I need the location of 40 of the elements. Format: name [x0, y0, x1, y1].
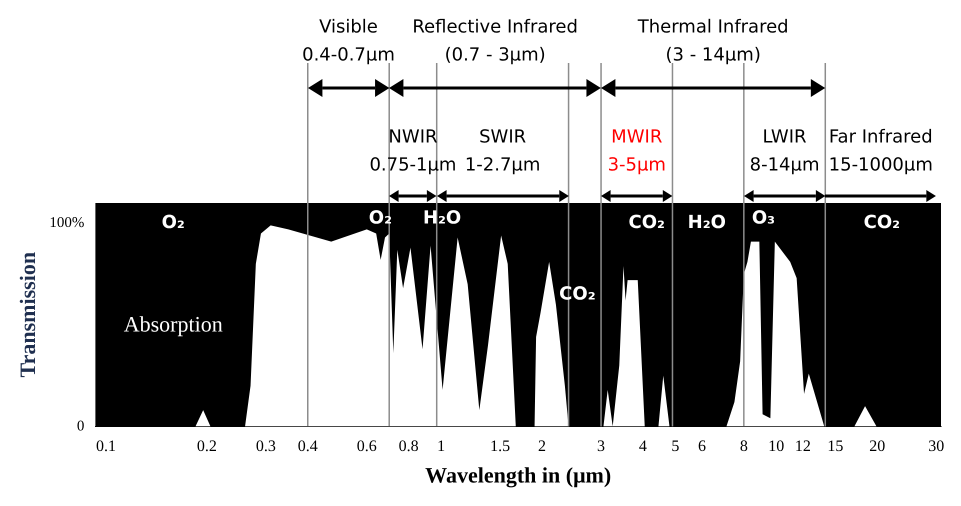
x-tick-label: 10: [768, 438, 784, 456]
x-tick-label: 0.6: [356, 438, 377, 456]
annotation: CO₂: [864, 212, 900, 233]
x-tick-label: 5: [671, 438, 680, 456]
x-tick-label: 6: [698, 438, 706, 456]
text: Reflective Infrared (0.7 - 3μm): [412, 16, 578, 66]
annotation: CO₂: [628, 212, 665, 233]
x-tick-label: 0.2: [196, 438, 217, 456]
annotation: Absorption: [124, 312, 223, 337]
x-tick-label: 4: [638, 438, 647, 456]
annotation: O₂: [162, 212, 185, 233]
text: LWIR 8-14μm: [750, 126, 820, 176]
x-tick-label: 0.3: [256, 438, 276, 456]
x-tick-label: 0.4: [298, 438, 318, 456]
x-tick-label: 1.5: [490, 438, 510, 456]
x-tick-label: 30: [928, 438, 944, 456]
y-tick-label: 100%: [49, 215, 84, 232]
text: Far Infrared 15-1000μm: [828, 126, 933, 176]
y-axis-title: Transmission: [14, 252, 40, 378]
x-tick-label: 2: [538, 438, 546, 456]
text: Visible 0.4-0.7μm: [302, 16, 395, 66]
x-tick-label: 3: [597, 438, 606, 456]
x-tick-label: 0.1: [96, 438, 116, 456]
x-tick-label: 20: [869, 438, 886, 456]
annotation: H₂O: [688, 212, 726, 233]
text: MWIR 3-5μm: [608, 126, 666, 176]
x-tick-label: 15: [827, 438, 844, 456]
x-tick-label: 12: [794, 438, 811, 456]
x-tick-label: 0.8: [398, 438, 419, 456]
x-tick-label: 1: [437, 438, 446, 456]
x-tick-label: 8: [740, 438, 748, 456]
text: Thermal Infrared (3 - 14μm): [636, 16, 789, 66]
text: NWIR 0.75-1μm: [369, 126, 456, 176]
annotation: O₃: [752, 207, 776, 228]
annotation: O₂: [368, 207, 392, 228]
y-tick-label: 0: [76, 418, 84, 434]
x-axis-title: Wavelength in (μm): [425, 462, 612, 488]
text: SWIR 1-2.7μm: [464, 126, 540, 176]
annotation: H₂O: [422, 207, 462, 228]
annotation: CO₂: [559, 283, 596, 304]
